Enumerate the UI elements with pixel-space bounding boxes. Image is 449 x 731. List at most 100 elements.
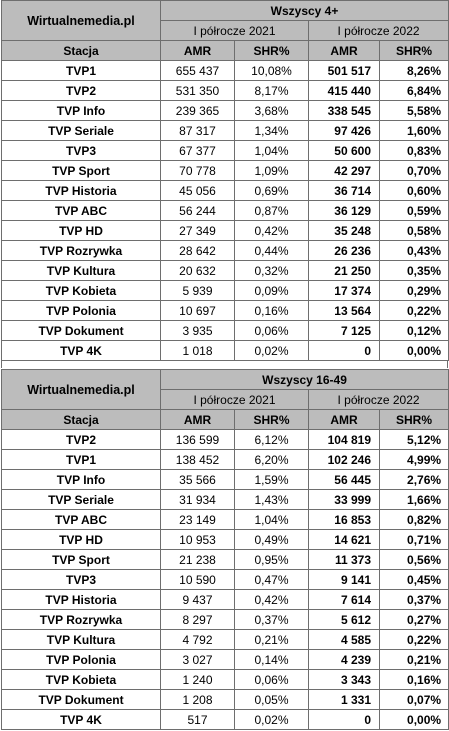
shr-2022-value: 0,35%	[378, 260, 449, 281]
amr-2021-value: 35 566	[160, 469, 235, 490]
table-header-row: Wirtualnemedia.pl Wszyscy 4+	[1, 0, 449, 41]
shr-2021-value: 1,43%	[234, 489, 309, 510]
table-row: TVP1 655 437 10,08% 501 517 8,26%	[1, 60, 449, 81]
shr-2021-value: 3,68%	[234, 100, 309, 121]
table-row: TVP Kultura 4 792 0,21% 4 585 0,22%	[1, 629, 449, 650]
station-name: TVP Info	[1, 469, 161, 490]
table-body: TVP2 136 599 6,12% 104 819 5,12% TVP1 138 452 6…	[1, 429, 449, 730]
amr-2021-value: 21 238	[160, 549, 235, 570]
shr-2022-value: 0,43%	[378, 240, 449, 261]
table-row: TVP Kultura 20 632 0,32% 21 250 0,35%	[1, 260, 449, 281]
table-row: TVP1 138 452 6,20% 102 246 4,99%	[1, 449, 449, 470]
shr-2021-value: 0,05%	[234, 689, 309, 710]
station-name: TVP Historia	[1, 589, 161, 610]
amr-2021-value: 655 437	[160, 60, 235, 81]
col-amr-2021-header: AMR	[160, 409, 235, 430]
shr-2021-value: 0,49%	[234, 529, 309, 550]
amr-2021-value: 8 297	[160, 609, 235, 630]
shr-2021-value: 1,04%	[234, 509, 309, 530]
table-row: TVP Rozrywka 8 297 0,37% 5 612 0,27%	[1, 609, 449, 630]
table-row: TVP 4K 517 0,02% 0 0,00%	[1, 709, 449, 730]
table-row: TVP3 67 377 1,04% 50 600 0,83%	[1, 140, 449, 161]
table-row: TVP Polonia 10 697 0,16% 13 564 0,22%	[1, 300, 449, 321]
amr-2021-value: 3 935	[160, 320, 235, 341]
station-name: TVP Dokument	[1, 320, 161, 341]
shr-2021-value: 0,06%	[234, 320, 309, 341]
table-row: TVP Kobieta 5 939 0,09% 17 374 0,29%	[1, 280, 449, 301]
amr-2021-value: 517	[160, 709, 235, 730]
shr-2021-value: 0,95%	[234, 549, 309, 570]
amr-2022-value: 0	[308, 340, 380, 361]
table-row: TVP Seriale 31 934 1,43% 33 999 1,66%	[1, 489, 449, 510]
shr-2022-value: 0,70%	[378, 160, 449, 181]
amr-2022-value: 21 250	[308, 260, 380, 281]
shr-2021-value: 0,02%	[234, 709, 309, 730]
station-name: TVP Kobieta	[1, 669, 161, 690]
amr-2021-value: 531 350	[160, 80, 235, 101]
amr-2022-value: 9 141	[308, 569, 380, 590]
column-header-row: Stacja AMR SHR% AMR SHR%	[1, 40, 449, 61]
col-amr-2022-header: AMR	[308, 409, 380, 430]
table-row: TVP Polonia 3 027 0,14% 4 239 0,21%	[1, 649, 449, 670]
table-row: TVP Historia 45 056 0,69% 36 714 0,60%	[1, 180, 449, 201]
period-2022-label: I półrocze 2022	[307, 20, 449, 41]
shr-2022-value: 0,60%	[378, 180, 449, 201]
station-name: TVP2	[1, 429, 161, 450]
station-name: TVP3	[1, 140, 161, 161]
shr-2021-value: 1,34%	[234, 120, 309, 141]
shr-2021-value: 1,59%	[234, 469, 309, 490]
shr-2022-value: 0,07%	[378, 689, 449, 710]
amr-2021-value: 67 377	[160, 140, 235, 161]
amr-2021-value: 31 934	[160, 489, 235, 510]
amr-2022-value: 5 612	[308, 609, 380, 630]
amr-2021-value: 138 452	[160, 449, 235, 470]
shr-2021-value: 0,44%	[234, 240, 309, 261]
amr-2022-value: 7 614	[308, 589, 380, 610]
table-row: TVP ABC 23 149 1,04% 16 853 0,82%	[1, 509, 449, 530]
station-name: TVP Kobieta	[1, 280, 161, 301]
shr-2021-value: 0,21%	[234, 629, 309, 650]
shr-2022-value: 2,76%	[378, 469, 449, 490]
table-body: TVP1 655 437 10,08% 501 517 8,26% TVP2 531 350…	[1, 60, 449, 361]
amr-2021-value: 3 027	[160, 649, 235, 670]
station-name: TVP Rozrywka	[1, 609, 161, 630]
table-row: TVP HD 27 349 0,42% 35 248 0,58%	[1, 220, 449, 241]
station-name: TVP Info	[1, 100, 161, 121]
table-row: TVP Seriale 87 317 1,34% 97 426 1,60%	[1, 120, 449, 141]
shr-2021-value: 1,09%	[234, 160, 309, 181]
source-label: Wirtualnemedia.pl	[1, 369, 161, 410]
shr-2022-value: 0,00%	[378, 340, 449, 361]
table-row: TVP HD 10 953 0,49% 14 621 0,71%	[1, 529, 449, 550]
station-name: TVP Dokument	[1, 689, 161, 710]
amr-2021-value: 10 697	[160, 300, 235, 321]
amr-2021-value: 136 599	[160, 429, 235, 450]
col-shr-2021-header: SHR%	[234, 409, 309, 430]
amr-2021-value: 10 590	[160, 569, 235, 590]
shr-2022-value: 0,37%	[378, 589, 449, 610]
shr-2022-value: 4,99%	[378, 449, 449, 470]
shr-2022-value: 8,26%	[378, 60, 449, 81]
station-name: TVP HD	[1, 529, 161, 550]
table-header-row: Wirtualnemedia.pl Wszyscy 16-49	[1, 369, 449, 410]
amr-2022-value: 13 564	[308, 300, 380, 321]
table-row: TVP ABC 56 244 0,87% 36 129 0,59%	[1, 200, 449, 221]
shr-2021-value: 10,08%	[234, 60, 309, 81]
station-name: TVP Seriale	[1, 120, 161, 141]
amr-2021-value: 10 953	[160, 529, 235, 550]
shr-2021-value: 0,16%	[234, 300, 309, 321]
amr-2021-value: 4 792	[160, 629, 235, 650]
shr-2021-value: 0,37%	[234, 609, 309, 630]
table-row: TVP Dokument 3 935 0,06% 7 125 0,12%	[1, 320, 449, 341]
amr-2022-value: 35 248	[308, 220, 380, 241]
ratings-table-16-49: Wirtualnemedia.pl Wszyscy 16-49 I półroc…	[1, 369, 449, 730]
period-header-row: I półrocze 2021 I półrocze 2022	[2, 389, 449, 410]
shr-2021-value: 0,02%	[234, 340, 309, 361]
amr-2021-value: 1 208	[160, 689, 235, 710]
station-name: TVP1	[1, 60, 161, 81]
shr-2021-value: 0,32%	[234, 260, 309, 281]
shr-2022-value: 0,00%	[378, 709, 449, 730]
table-row: TVP3 10 590 0,47% 9 141 0,45%	[1, 569, 449, 590]
table-row: TVP Kobieta 1 240 0,06% 3 343 0,16%	[1, 669, 449, 690]
col-shr-2022-header: SHR%	[378, 409, 449, 430]
amr-2021-value: 27 349	[160, 220, 235, 241]
